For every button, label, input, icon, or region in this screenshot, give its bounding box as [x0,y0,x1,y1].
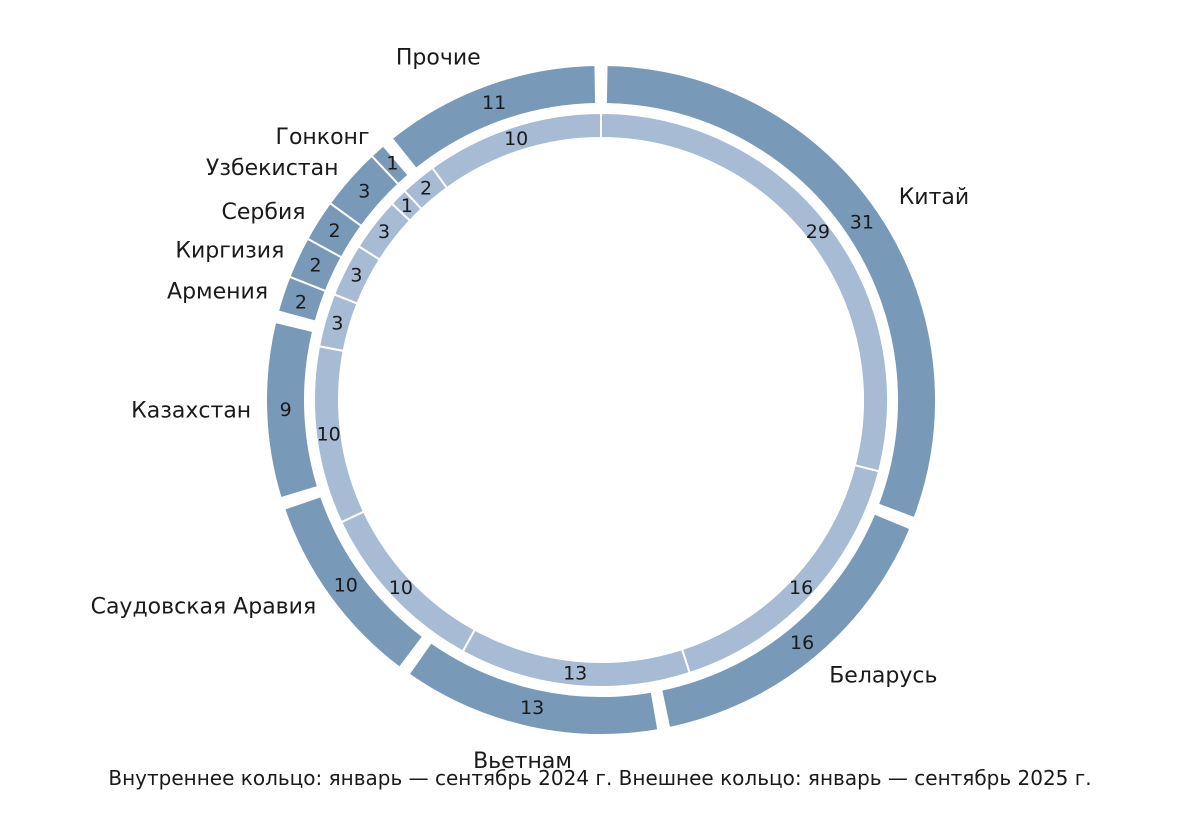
category-labels: Китай Беларусь Вьетнам Саудовская Аравия Каз… [91,46,970,774]
outer-value-киргизия: 2 [309,255,321,277]
outer-value-армения: 2 [295,292,307,314]
chart-caption: Внутреннее кольцо: январь — сентябрь 202… [108,766,1092,790]
inner-slice-китай [600,111,889,473]
outer-value-вьетнам: 13 [520,697,544,719]
outer-value-китай: 31 [850,212,874,234]
outer-value-казахстан: 9 [280,399,292,421]
outer-value-узбекистан: 3 [358,180,370,202]
outer-slice-гонконг [370,144,410,186]
category-label-узбекистан: Узбекистан [206,156,339,181]
inner-value-гонконг: 2 [420,178,432,200]
outer-slice-беларусь [660,512,912,730]
inner-value-армения: 3 [331,312,343,334]
category-label-беларусь: Беларусь [829,663,937,688]
inner-value-саудовская-аравия: 10 [389,577,413,599]
inner-value-казахстан: 10 [317,423,341,445]
inner-value-сербия: 3 [378,221,390,243]
outer-slice-китай [604,64,937,520]
category-label-саудовская-аравия: Саудовская Аравия [91,594,317,619]
outer-slice-саудовская-аравия [282,494,425,670]
inner-value-вьетнам: 13 [563,662,587,684]
category-label-казахстан: Казахстан [131,399,251,424]
category-label-гонконг: Гонконг [276,125,370,150]
category-label-китай: Китай [899,185,970,210]
outer-value-саудовская-аравия: 10 [334,574,358,596]
category-label-вьетнам: Вьетнам [473,749,572,774]
outer-slice-прочие [390,64,598,171]
outer-value-гонконг: 1 [386,152,398,174]
outer-value-прочие: 11 [482,92,506,114]
inner-value-прочие: 10 [504,128,528,150]
inner-value-беларусь: 16 [789,577,813,599]
outer-value-беларусь: 16 [790,632,814,654]
inner-value-китай: 29 [806,221,830,243]
inner-value-киргизия: 3 [350,264,362,286]
outer-value-сербия: 2 [329,220,341,242]
category-label-сербия: Сербия [222,200,306,225]
outer-slice-казахстан [265,320,320,500]
outer-slice-вьетнам [407,640,660,736]
category-label-прочие: Прочие [396,46,481,71]
inner-value-узбекистан: 1 [401,195,413,217]
inner-slice-прочие [430,111,602,190]
category-label-армения: Армения [167,279,268,304]
category-label-киргизия: Киргизия [175,239,284,264]
